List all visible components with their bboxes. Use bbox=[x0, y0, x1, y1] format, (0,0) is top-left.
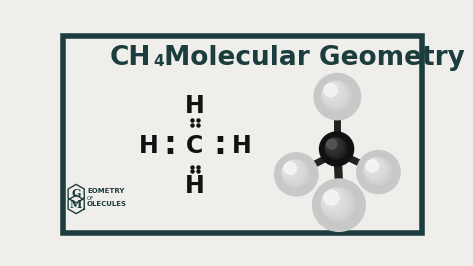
Circle shape bbox=[366, 160, 377, 171]
Text: H: H bbox=[185, 94, 205, 118]
Text: CH: CH bbox=[109, 45, 150, 71]
Circle shape bbox=[322, 188, 349, 215]
Circle shape bbox=[326, 139, 340, 152]
Circle shape bbox=[283, 162, 298, 176]
Circle shape bbox=[324, 84, 336, 95]
Circle shape bbox=[322, 188, 352, 218]
Circle shape bbox=[327, 139, 336, 148]
Circle shape bbox=[324, 190, 338, 204]
Circle shape bbox=[367, 160, 375, 169]
Circle shape bbox=[321, 187, 355, 221]
Text: G: G bbox=[71, 188, 81, 199]
Circle shape bbox=[284, 162, 296, 174]
Circle shape bbox=[324, 84, 337, 97]
Circle shape bbox=[283, 161, 302, 180]
Text: 4: 4 bbox=[154, 55, 164, 69]
Circle shape bbox=[283, 161, 300, 178]
Text: OF: OF bbox=[87, 196, 95, 201]
Circle shape bbox=[323, 189, 343, 210]
Circle shape bbox=[322, 81, 351, 110]
Circle shape bbox=[323, 83, 342, 101]
Circle shape bbox=[284, 162, 295, 173]
Text: OLECULES: OLECULES bbox=[87, 201, 127, 207]
Circle shape bbox=[327, 140, 334, 146]
Circle shape bbox=[274, 153, 318, 196]
Circle shape bbox=[324, 84, 334, 93]
Text: :: : bbox=[164, 130, 176, 161]
Circle shape bbox=[323, 82, 346, 105]
Circle shape bbox=[324, 191, 335, 201]
Circle shape bbox=[357, 151, 400, 194]
Circle shape bbox=[325, 138, 343, 155]
Circle shape bbox=[365, 159, 382, 176]
Circle shape bbox=[324, 190, 341, 207]
Circle shape bbox=[325, 138, 345, 157]
Text: H: H bbox=[231, 134, 251, 158]
Text: H: H bbox=[139, 134, 158, 158]
Circle shape bbox=[322, 81, 349, 108]
Circle shape bbox=[281, 160, 309, 187]
Circle shape bbox=[324, 190, 339, 205]
Circle shape bbox=[313, 179, 365, 231]
Circle shape bbox=[325, 138, 347, 159]
Circle shape bbox=[365, 159, 385, 178]
Circle shape bbox=[323, 189, 346, 212]
Circle shape bbox=[327, 139, 337, 149]
Text: H: H bbox=[185, 174, 205, 198]
Circle shape bbox=[326, 138, 341, 154]
Circle shape bbox=[326, 139, 338, 150]
Circle shape bbox=[364, 157, 391, 185]
Text: M: M bbox=[70, 199, 82, 210]
Circle shape bbox=[365, 158, 387, 180]
Circle shape bbox=[364, 158, 389, 182]
Circle shape bbox=[282, 160, 305, 182]
Circle shape bbox=[284, 163, 293, 171]
FancyBboxPatch shape bbox=[63, 36, 422, 233]
Circle shape bbox=[314, 73, 360, 120]
Text: C: C bbox=[186, 134, 203, 158]
Text: Molecular Geometry: Molecular Geometry bbox=[155, 45, 465, 71]
Circle shape bbox=[323, 82, 344, 103]
Circle shape bbox=[320, 132, 354, 166]
Circle shape bbox=[324, 83, 339, 98]
Circle shape bbox=[282, 160, 307, 185]
Circle shape bbox=[366, 160, 378, 172]
Circle shape bbox=[366, 159, 380, 173]
Text: :: : bbox=[213, 130, 226, 161]
Text: EOMETRY: EOMETRY bbox=[87, 188, 124, 194]
